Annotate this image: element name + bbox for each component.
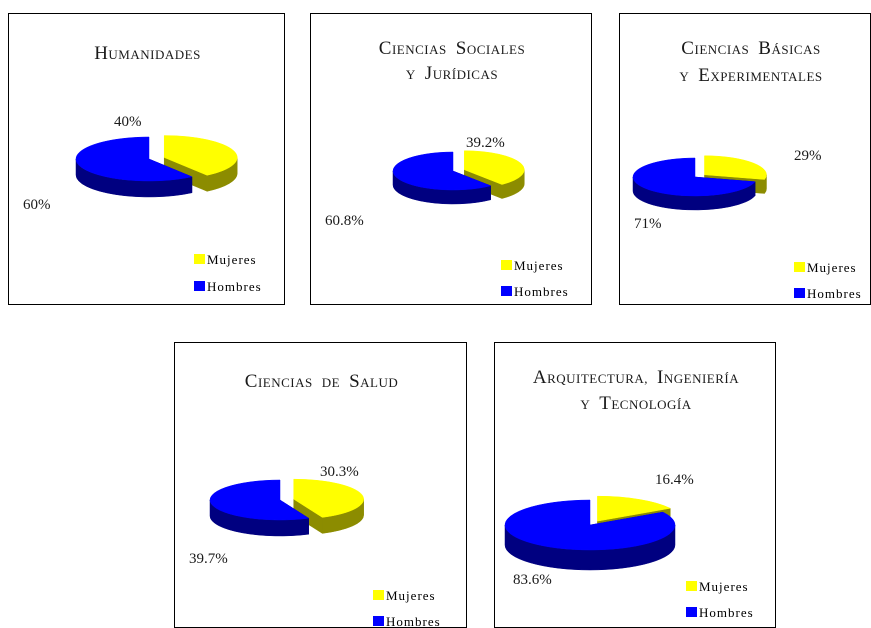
pie-slice-mujeres — [163, 135, 238, 176]
pie-slice-mujeres — [464, 150, 525, 185]
data-label-mujeres: 30.3% — [320, 464, 359, 480]
chart-panel-humanidades: HUMANIDADES 40% 60% Mujeres Hombres — [8, 13, 285, 305]
pie-slice-mujeres — [704, 155, 767, 180]
pie-3d — [392, 150, 525, 205]
data-label-hombres: 71% — [634, 216, 662, 232]
legend-label-mujeres: Mujeres — [386, 588, 436, 603]
legend-label-mujeres: Mujeres — [207, 252, 257, 267]
pie-chart-ciencias-sociales: CIENCIAS SOCIALES Y JURÍDICAS 39.2% 60.8% Mu… — [325, 38, 569, 299]
data-label-hombres: 60% — [23, 197, 51, 213]
pie-slice-mujeres — [293, 478, 364, 518]
chart-title-line: ARQUITECTURA, INGENIERÍA — [533, 367, 739, 388]
chart-panel-arquitectura: ARQUITECTURA, INGENIERÍA Y TECNOLOGÍA 16.4… — [494, 342, 776, 628]
pie-chart-ciencias-basicas: CIENCIAS BÁSICAS Y EXPERIMENTALES 29% 71% Mu… — [632, 38, 862, 301]
legend-swatch-mujeres — [373, 590, 384, 600]
chart-panel-ciencias-salud: CIENCIAS DE SALUD 30.3% 39.7% Mujeres Hombre… — [174, 342, 467, 628]
chart-title-line: CIENCIAS DE SALUD — [245, 371, 399, 392]
chart-title-line: HUMANIDADES — [94, 43, 201, 64]
pie-3d — [75, 135, 238, 198]
chart-panel-ciencias-sociales: CIENCIAS SOCIALES Y JURÍDICAS 39.2% 60.8% Mu… — [310, 13, 592, 305]
pie-slice-hombres — [209, 479, 310, 521]
legend-label-mujeres: Mujeres — [807, 260, 857, 275]
pie-3d — [504, 495, 676, 571]
legend-swatch-mujeres — [686, 581, 697, 591]
data-label-mujeres: 29% — [794, 148, 822, 164]
legend-swatch-hombres — [373, 616, 384, 626]
chart-title-line: Y EXPERIMENTALES — [679, 65, 822, 86]
legend-swatch-hombres — [794, 288, 805, 298]
data-label-mujeres: 16.4% — [655, 472, 694, 488]
legend-label-mujeres: Mujeres — [699, 579, 749, 594]
legend-swatch-mujeres — [794, 262, 805, 272]
data-label-hombres: 83.6% — [513, 572, 552, 588]
data-label-hombres: 39.7% — [189, 551, 228, 567]
pie-chart-humanidades: HUMANIDADES 40% 60% Mujeres Hombres — [23, 43, 262, 294]
chart-title-line: CIENCIAS SOCIALES — [379, 38, 525, 59]
data-label-mujeres: 39.2% — [466, 135, 505, 151]
chart-panel-ciencias-basicas: CIENCIAS BÁSICAS Y EXPERIMENTALES 29% 71% Mu… — [619, 13, 871, 305]
chart-title-line: Y JURÍDICAS — [406, 63, 498, 84]
legend-label-hombres: Hombres — [807, 286, 862, 301]
legend-label-hombres: Hombres — [207, 279, 262, 294]
pie-3d — [209, 478, 364, 537]
legend-swatch-mujeres — [194, 254, 205, 264]
legend-swatch-hombres — [194, 281, 205, 291]
pie-chart-arquitectura: ARQUITECTURA, INGENIERÍA Y TECNOLOGÍA 16.4… — [504, 367, 754, 620]
pie-slice-mujeres — [597, 495, 672, 522]
legend-label-mujeres: Mujeres — [514, 258, 564, 273]
data-label-hombres: 60.8% — [325, 213, 364, 229]
pie-slice-hombres — [392, 151, 492, 191]
chart-title-line: Y TECNOLOGÍA — [580, 393, 691, 414]
legend-swatch-hombres — [686, 607, 697, 617]
pie-slice-hombres — [632, 157, 756, 197]
legend-label-hombres: Hombres — [699, 605, 754, 620]
pie-slice-hombres — [75, 136, 193, 182]
pie-chart-ciencias-salud: CIENCIAS DE SALUD 30.3% 39.7% Mujeres Hombre… — [189, 371, 441, 628]
legend-swatch-hombres — [501, 286, 512, 296]
pie-slice-hombres — [504, 499, 676, 551]
legend-label-hombres: Hombres — [386, 614, 441, 628]
pie-3d — [632, 155, 767, 211]
data-label-mujeres: 40% — [114, 114, 142, 130]
chart-title-line: CIENCIAS BÁSICAS — [681, 38, 820, 59]
legend-label-hombres: Hombres — [514, 284, 569, 299]
legend-swatch-mujeres — [501, 260, 512, 270]
